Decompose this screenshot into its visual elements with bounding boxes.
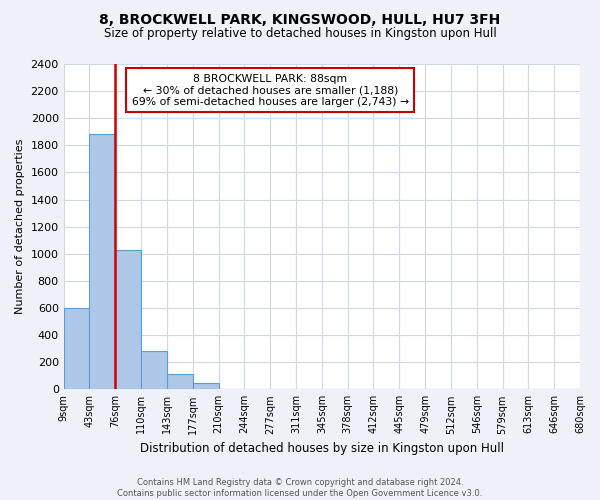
Bar xyxy=(193,382,218,390)
Bar xyxy=(115,250,141,390)
Bar xyxy=(167,374,193,390)
Text: Contains HM Land Registry data © Crown copyright and database right 2024.
Contai: Contains HM Land Registry data © Crown c… xyxy=(118,478,482,498)
Text: Size of property relative to detached houses in Kingston upon Hull: Size of property relative to detached ho… xyxy=(104,28,496,40)
Text: 8, BROCKWELL PARK, KINGSWOOD, HULL, HU7 3FH: 8, BROCKWELL PARK, KINGSWOOD, HULL, HU7 … xyxy=(100,12,500,26)
Text: 8 BROCKWELL PARK: 88sqm
← 30% of detached houses are smaller (1,188)
69% of semi: 8 BROCKWELL PARK: 88sqm ← 30% of detache… xyxy=(131,74,409,107)
Bar xyxy=(89,134,115,390)
X-axis label: Distribution of detached houses by size in Kingston upon Hull: Distribution of detached houses by size … xyxy=(140,442,504,455)
Bar xyxy=(141,352,167,390)
Bar xyxy=(64,308,89,390)
Y-axis label: Number of detached properties: Number of detached properties xyxy=(15,139,25,314)
